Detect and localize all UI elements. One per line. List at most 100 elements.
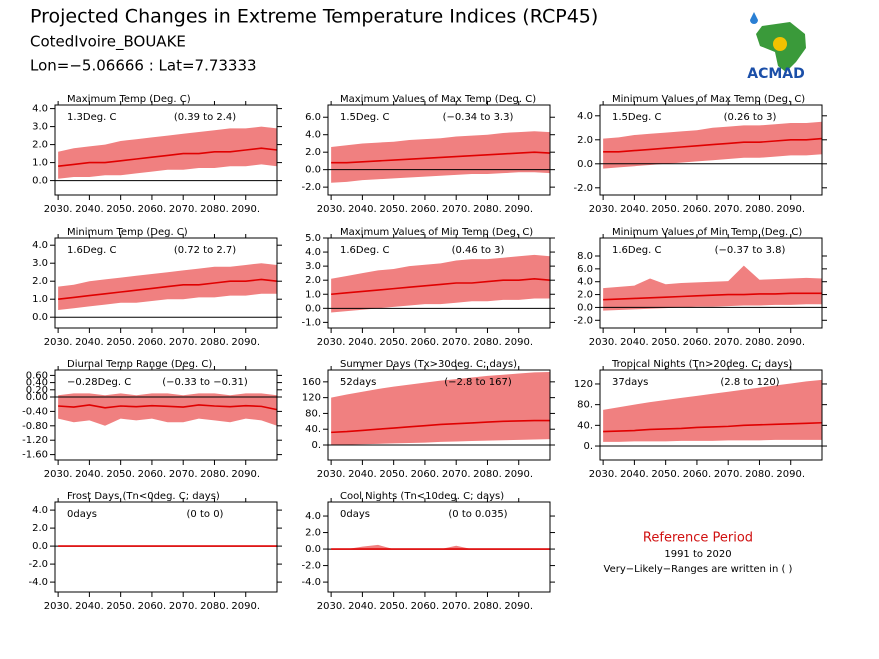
panel-title: Maximum Values of Min Temp (Deg. C) [340, 227, 533, 238]
y-tick-label: 2.0 [305, 275, 321, 286]
x-tick-label: 2030. [44, 204, 73, 215]
y-tick-label: 0.0 [32, 176, 48, 187]
annotation-range: (0 to 0) [187, 509, 224, 520]
y-tick-label: 160 [302, 377, 321, 388]
panel: Maximum Temp (Deg. C) 0.0 1.0 2.0 3.0 4.0 2030… [32, 94, 282, 215]
plot-frame [327, 369, 551, 461]
x-tick-label: 2090. [231, 337, 260, 348]
x-tick-label: 2060. [683, 469, 712, 480]
y-tick-label: 120 [302, 393, 321, 404]
reference-note: Very−Likely−Ranges are written in ( ) [604, 564, 793, 575]
x-tick-label: 2060. [138, 601, 167, 612]
annotation-value: 1.6Deg. C [612, 245, 661, 256]
y-tick-label: -1.0 [301, 317, 321, 328]
plot-frame [327, 237, 551, 329]
y-tick-label: 2.0 [305, 147, 321, 158]
x-tick-label: 2060. [411, 469, 440, 480]
y-tick-label: 0.0 [577, 159, 593, 170]
y-tick-label: 80. [577, 400, 593, 411]
y-tick-label: 4.0 [577, 111, 593, 122]
x-tick-label: 2050. [651, 204, 680, 215]
x-tick-label: 2070. [442, 601, 471, 612]
median-line [603, 137, 823, 153]
x-tick-label: 2080. [473, 204, 502, 215]
logo: ACMAD [747, 12, 806, 82]
panel: Maximum Values of Min Temp (Deg. C) -1.0 0… [301, 227, 555, 348]
range-band [331, 371, 550, 445]
y-tick-label: 0.0 [305, 544, 321, 555]
x-tick-label: 2070. [169, 204, 198, 215]
reference-title: Reference Period [643, 531, 753, 546]
y-tick-label: 120 [574, 379, 593, 390]
x-tick-label: 2090. [504, 204, 533, 215]
y-tick-label: 2.0 [32, 276, 48, 287]
x-tick-label: 2070. [714, 469, 743, 480]
x-tick-label: 2090. [231, 469, 260, 480]
plot-frame [54, 369, 278, 461]
x-tick-label: 2030. [589, 469, 618, 480]
x-tick-label: 2080. [473, 337, 502, 348]
x-tick-label: 2090. [776, 204, 805, 215]
panel-title: Minimum Values of Max Temp (Deg. C) [612, 94, 805, 105]
x-tick-label: 2080. [200, 469, 229, 480]
range-band [603, 265, 822, 311]
range-band [58, 393, 277, 426]
y-tick-label: -2.0 [301, 182, 321, 193]
panel-title: Maximum Temp (Deg. C) [67, 94, 191, 105]
x-tick-label: 2030. [589, 337, 618, 348]
y-tick-label: -2.0 [573, 315, 593, 326]
plot-frame [327, 501, 551, 593]
panel: Maximum Values of Max Temp (Deg. C) -2.0 0… [301, 94, 555, 215]
x-tick-label: 2060. [683, 337, 712, 348]
panel: Summer Days (Tx>30deg. C; days) 0. 40. 80. 1… [302, 359, 555, 480]
median-line [331, 277, 551, 296]
reference-years: 1991 to 2020 [664, 549, 731, 560]
annotation-range: (−0.37 to 3.8) [715, 245, 786, 256]
y-tick-label: 4.0 [577, 277, 593, 288]
annotation-range: (0.26 to 3) [724, 112, 777, 123]
panel: Cool Nights (Tn<10deg. C; days) -4.0 -2.0 0… [301, 491, 555, 612]
plot-frame [327, 104, 551, 196]
y-tick-label: -0.80 [22, 421, 48, 432]
plot-frame [599, 369, 823, 461]
coordinates: Lon=−5.06666 : Lat=7.73333 [30, 57, 257, 75]
x-tick-label: 2040. [75, 469, 104, 480]
panel: Minimum Values of Min Temp (Deg. C) -2.0 0… [573, 227, 827, 348]
y-tick-label: 0. [583, 441, 593, 452]
x-tick-label: 2060. [411, 337, 440, 348]
y-tick-label: -4.0 [301, 577, 321, 588]
annotation-value: 0days [67, 509, 97, 520]
location: CotedIvoire_BOUAKE [30, 33, 186, 52]
y-tick-label: -1.20 [22, 435, 48, 446]
plot-frame [54, 104, 278, 196]
median-line [331, 419, 550, 434]
median-line [58, 404, 278, 411]
y-tick-label: 0.0 [577, 302, 593, 313]
y-tick-label: 40. [577, 420, 593, 431]
y-tick-label: -4.0 [28, 577, 48, 588]
x-tick-label: 2050. [106, 469, 135, 480]
x-tick-label: 2070. [442, 469, 471, 480]
x-tick-label: 2030. [317, 469, 346, 480]
x-tick-label: 2090. [776, 469, 805, 480]
x-tick-label: 2070. [169, 337, 198, 348]
plot-frame [599, 104, 823, 196]
panel-title: Minimum Values of Min Temp (Deg. C) [612, 227, 802, 238]
x-tick-label: 2030. [44, 469, 73, 480]
panel-title: Maximum Values of Max Temp (Deg. C) [340, 94, 536, 105]
x-tick-label: 2050. [379, 601, 408, 612]
panel: Minimum Values of Max Temp (Deg. C) -2.0 0… [573, 94, 827, 215]
range-band [603, 379, 822, 442]
median-line [58, 278, 278, 300]
annotation-range: (0.46 to 3) [452, 245, 505, 256]
y-tick-label: 1.0 [305, 289, 321, 300]
y-tick-label: 0.60 [26, 370, 48, 381]
x-tick-label: 2070. [169, 601, 198, 612]
y-tick-label: 5.0 [305, 233, 321, 244]
y-tick-label: 0.0 [305, 303, 321, 314]
annotation-value: 1.6Deg. C [67, 245, 116, 256]
x-tick-label: 2090. [231, 204, 260, 215]
annotation-value: 37days [612, 377, 648, 388]
range-band [58, 126, 277, 179]
y-tick-label: 3.0 [32, 258, 48, 269]
